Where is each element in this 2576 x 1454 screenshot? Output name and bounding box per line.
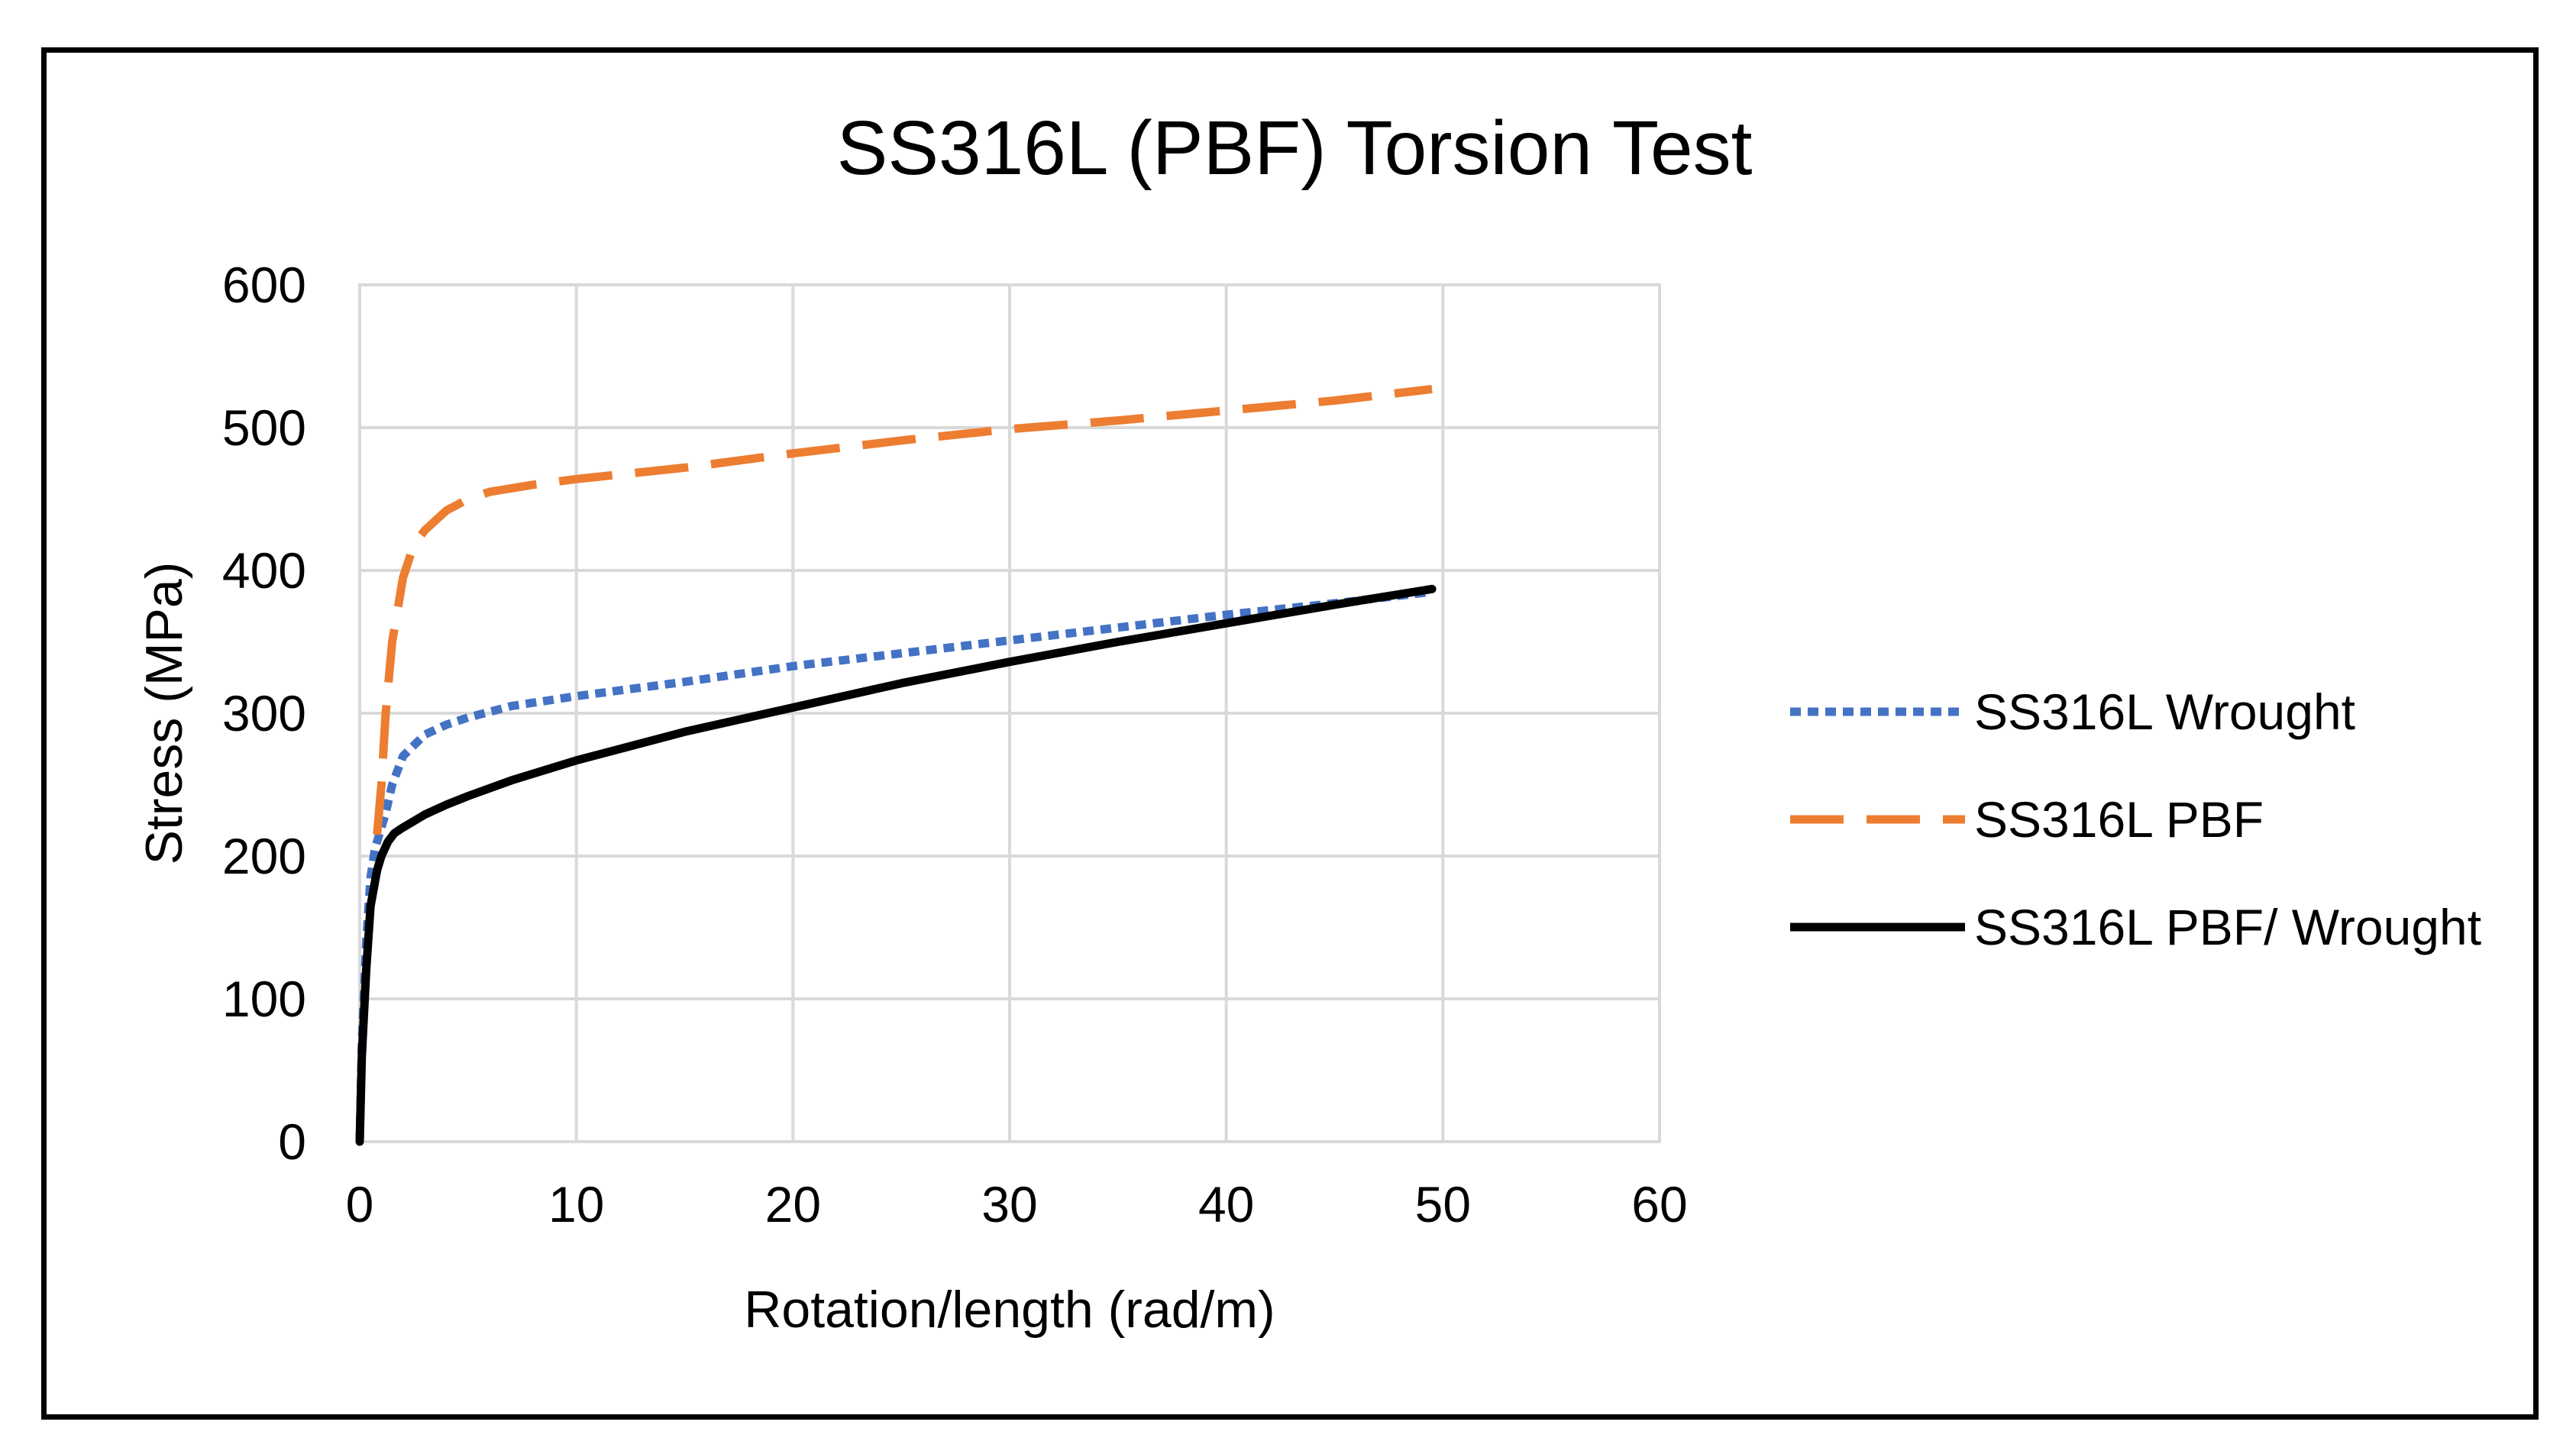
chart-title: SS316L (PBF) Torsion Test xyxy=(837,105,1753,191)
grid xyxy=(358,283,1661,1143)
x-axis-label: Rotation/length (rad/m) xyxy=(744,1281,1275,1339)
x-tick-label: 20 xyxy=(765,1176,821,1233)
x-tick-label: 10 xyxy=(548,1176,604,1233)
legend: SS316L Wrought SS316L PBF SS316L PBF/ Wrou… xyxy=(1790,683,2481,955)
y-tick-label: 500 xyxy=(222,399,306,456)
x-tick-label: 30 xyxy=(981,1176,1037,1233)
y-axis-label: Stress (MPa) xyxy=(135,562,193,865)
plot-area-border xyxy=(358,283,1661,1143)
legend-label-3: SS316L PBF/ Wrought xyxy=(1974,899,2481,955)
chart-frame xyxy=(41,47,2539,1420)
x-tick-label: 0 xyxy=(346,1176,374,1233)
y-tick-label: 600 xyxy=(222,257,306,313)
legend-label-1: SS316L Wrought xyxy=(1974,683,2355,740)
y-tick-label: 300 xyxy=(222,685,306,742)
y-tick-label: 0 xyxy=(278,1113,306,1170)
series-line-3 xyxy=(355,584,1437,1146)
y-tick-label: 200 xyxy=(222,828,306,884)
series-lines xyxy=(355,385,1437,1146)
x-tick-label: 60 xyxy=(1631,1176,1687,1233)
x-tick-label: 40 xyxy=(1198,1176,1254,1233)
series-line-1 xyxy=(355,587,1433,1142)
x-tick-label: 50 xyxy=(1415,1176,1471,1233)
legend-label-2: SS316L PBF xyxy=(1974,791,2264,848)
y-tick-label: 400 xyxy=(222,542,306,599)
series-line-2 xyxy=(373,385,1433,835)
y-tick-label: 100 xyxy=(222,971,306,1027)
